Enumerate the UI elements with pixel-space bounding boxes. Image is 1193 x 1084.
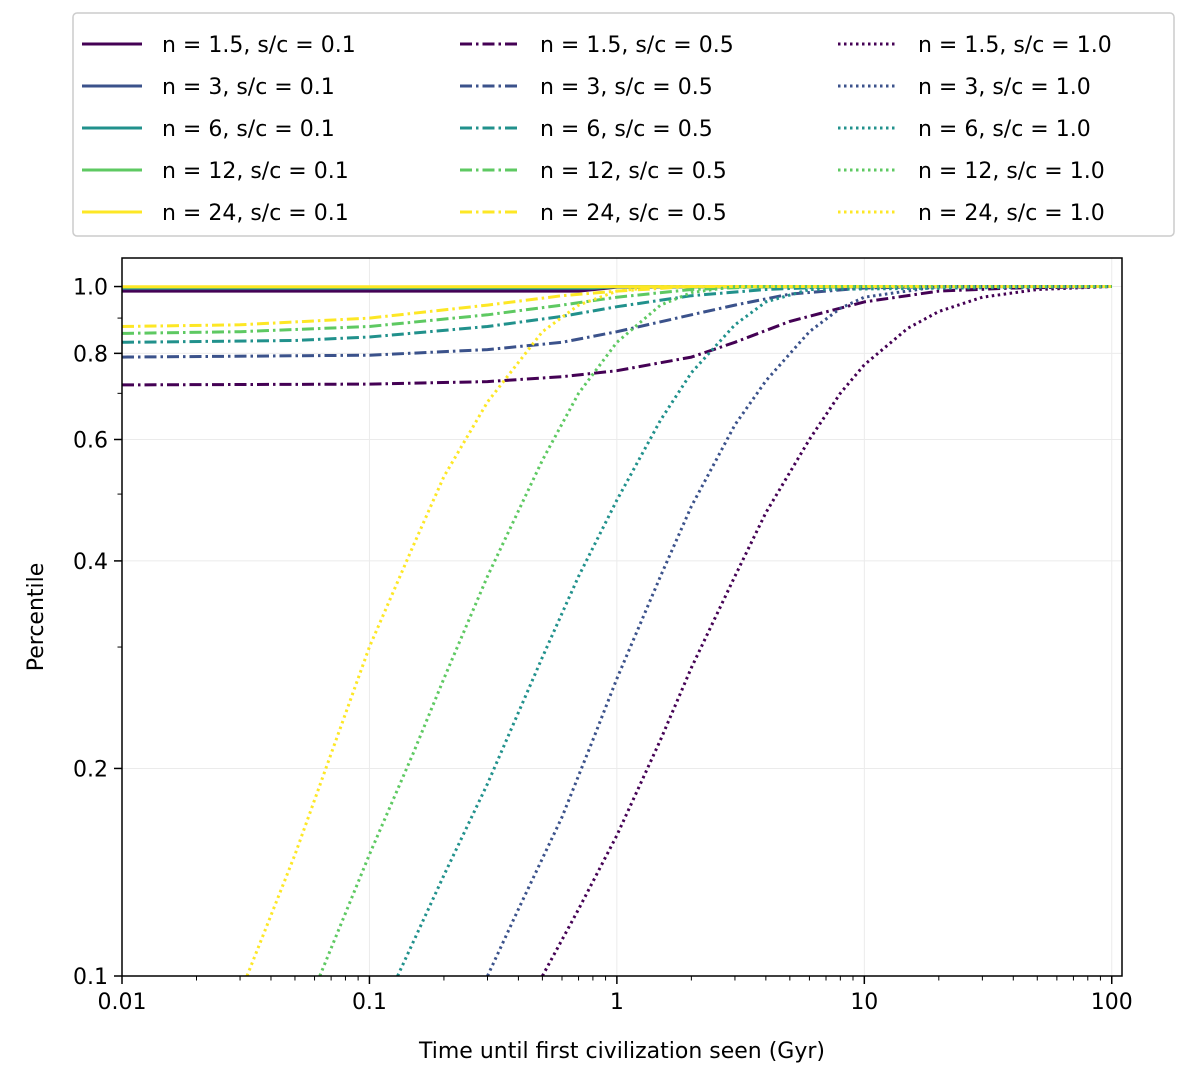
x-tick-label: 1: [610, 990, 624, 1015]
x-tick-label: 100: [1091, 990, 1133, 1015]
legend-frame: [72, 12, 1175, 237]
series-line: [245, 285, 1112, 976]
series-line: [486, 285, 1112, 976]
x-tick-label: 0.1: [352, 990, 387, 1015]
legend: n = 1.5, s/c = 0.1 n = 3, s/c = 0.1 n = 6,…: [72, 12, 1175, 237]
legend-label: n = 1.5, s/c = 0.5: [540, 33, 734, 58]
legend-label: n = 24, s/c = 0.1: [162, 201, 349, 226]
y-tick-label: 0.6: [73, 428, 108, 453]
legend-label: n = 12, s/c = 1.0: [918, 159, 1105, 184]
x-axis-label: Time until first civilization seen (Gyr): [418, 1039, 825, 1064]
legend-label: n = 3, s/c = 1.0: [918, 75, 1091, 100]
legend-label: n = 6, s/c = 0.5: [540, 117, 713, 142]
legend-label: n = 6, s/c = 0.1: [162, 117, 335, 142]
legend-label: n = 3, s/c = 0.1: [162, 75, 335, 100]
y-tick-label: 0.2: [73, 757, 108, 782]
plot-frame: [121, 257, 1123, 977]
y-tick-label: 0.4: [73, 550, 108, 575]
legend-label: n = 24, s/c = 1.0: [918, 201, 1105, 226]
x-tick-label: 10: [850, 990, 878, 1015]
legend-label: n = 12, s/c = 0.5: [540, 159, 727, 184]
legend-label: n = 1.5, s/c = 0.1: [162, 33, 356, 58]
plot-background: [122, 258, 1122, 976]
x-tick-label: 0.01: [98, 990, 147, 1015]
legend-label: n = 6, s/c = 1.0: [918, 117, 1091, 142]
series-lines: [122, 285, 1112, 976]
series-line: [122, 285, 1112, 335]
y-tick-label: 0.1: [73, 965, 108, 990]
series-line: [122, 285, 1112, 328]
legend-label: n = 12, s/c = 0.1: [162, 159, 349, 184]
legend-label: n = 3, s/c = 0.5: [540, 75, 713, 100]
legend-label: n = 24, s/c = 0.5: [540, 201, 727, 226]
y-tick-label: 1.0: [73, 276, 108, 301]
y-axis-label: Percentile: [24, 563, 49, 672]
legend-label: n = 1.5, s/c = 1.0: [918, 33, 1112, 58]
y-tick-label: 0.8: [73, 342, 108, 367]
series-line: [318, 285, 1112, 976]
series-line: [541, 285, 1112, 976]
